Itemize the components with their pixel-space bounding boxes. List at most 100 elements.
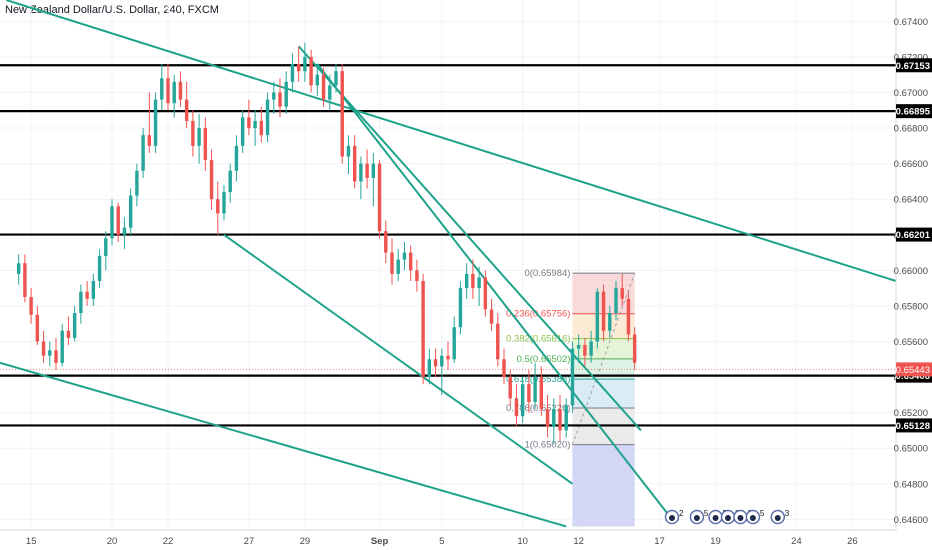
candle-body [433, 359, 438, 367]
candle-body [278, 92, 282, 107]
candle-body [446, 355, 450, 360]
fib-diagonal [571, 273, 636, 445]
level-price-label: 0.67153 [896, 61, 930, 72]
candle-body [608, 313, 612, 331]
event-marker-count: 2 [679, 509, 684, 518]
price-axis-bg [896, 0, 932, 550]
last-price-tag [896, 362, 932, 377]
candle-body [265, 99, 270, 136]
candle-body [402, 252, 407, 260]
event-marker-dot [749, 515, 756, 521]
candle-body [228, 170, 232, 193]
candle-body [110, 206, 114, 239]
fib-level-label: 0.5(0.65502) [517, 354, 571, 365]
candle-body [626, 298, 631, 335]
event-marker-dot [669, 515, 675, 521]
candle-body [160, 78, 164, 100]
candle-body [116, 206, 120, 235]
candle-body [259, 120, 264, 136]
event-marker-count: 5 [704, 509, 709, 518]
candle-body [545, 409, 550, 427]
candle-body [35, 314, 40, 342]
event-marker-dot [737, 515, 744, 521]
time-tick-label: Sep [371, 536, 389, 547]
candle-body [514, 398, 519, 417]
candle-body [589, 341, 593, 356]
candle-body [222, 192, 226, 214]
time-tick-label: 29 [300, 536, 311, 547]
event-markers[interactable]: 2552353 [664, 509, 790, 525]
candle-body [303, 56, 307, 72]
fib-zone [572, 379, 635, 408]
candle-body [483, 277, 488, 310]
candle-body [552, 409, 556, 427]
candle-body [334, 71, 338, 86]
price-tick-label: 0.66800 [894, 124, 928, 135]
candle-body [365, 163, 369, 178]
candle-body [72, 313, 77, 338]
candle-body [296, 64, 301, 72]
event-marker-count: 3 [785, 509, 790, 518]
trendline [297, 45, 642, 432]
candle-body [253, 120, 257, 129]
candle-body [377, 163, 382, 232]
time-tick-label: 26 [847, 536, 858, 547]
candle-body [79, 291, 83, 314]
candle-body [527, 384, 531, 402]
time-tick-label: 20 [107, 536, 118, 547]
candle-body [147, 135, 152, 146]
candle-body [66, 330, 71, 338]
candle-body [496, 323, 500, 360]
level-price-tag [896, 418, 932, 433]
trendline [223, 233, 574, 485]
candle-body [153, 99, 158, 146]
horizontal-levels[interactable] [0, 64, 896, 427]
candle-body [352, 145, 357, 182]
candle-body [583, 345, 587, 356]
time-tick-label: 19 [710, 536, 721, 547]
candle-body [315, 74, 320, 86]
candle-body [489, 309, 494, 324]
candle-body [384, 231, 388, 253]
price-axis[interactable]: 0.67400 0.67200 0.67000 0.66800 0.66600 0.664… [894, 0, 932, 550]
price-tick-label: 0.65000 [894, 444, 928, 455]
candle-body [209, 160, 214, 200]
trendlines[interactable] [0, 0, 897, 528]
candle-body [234, 145, 239, 171]
candle-body [321, 74, 326, 100]
price-tick-label: 0.66600 [894, 159, 928, 170]
candle-body [104, 238, 108, 257]
candle-body [539, 377, 544, 410]
event-marker-dot [693, 515, 700, 521]
time-axis[interactable]: 15 20 22 27 29 Sep 5 10 12 17 19 24 26 [0, 529, 896, 547]
level-price-label: 0.66895 [896, 107, 931, 118]
fib-zone [572, 338, 635, 359]
candle-body [16, 263, 21, 274]
candle-body [178, 81, 183, 100]
candle-body [191, 120, 195, 146]
fib-level-label: 0.382(0.65616) [506, 334, 570, 345]
trendline [5, 0, 897, 282]
time-tick-label: 17 [654, 536, 665, 547]
candle-body [576, 345, 581, 349]
candle-body [614, 288, 618, 314]
event-marker-dot [774, 515, 781, 521]
candle-body [620, 288, 624, 299]
candle-body [452, 327, 456, 360]
last-price-label: 0.65443 [896, 365, 930, 376]
level-price-label: 0.65408 [896, 371, 930, 382]
fib-extension-zone [572, 444, 635, 527]
candle-body [502, 359, 506, 378]
time-tick-label: 15 [26, 536, 37, 547]
candles [16, 42, 637, 445]
level-price-tag [896, 58, 932, 73]
candle-body [508, 377, 512, 399]
candle-body [91, 281, 96, 299]
price-tick-label: 0.64600 [894, 515, 928, 526]
candle-body [272, 92, 276, 100]
candle-body [558, 409, 562, 431]
candle-body [85, 291, 89, 299]
price-tick-label: 0.65200 [894, 408, 928, 419]
candle-body [166, 78, 170, 104]
